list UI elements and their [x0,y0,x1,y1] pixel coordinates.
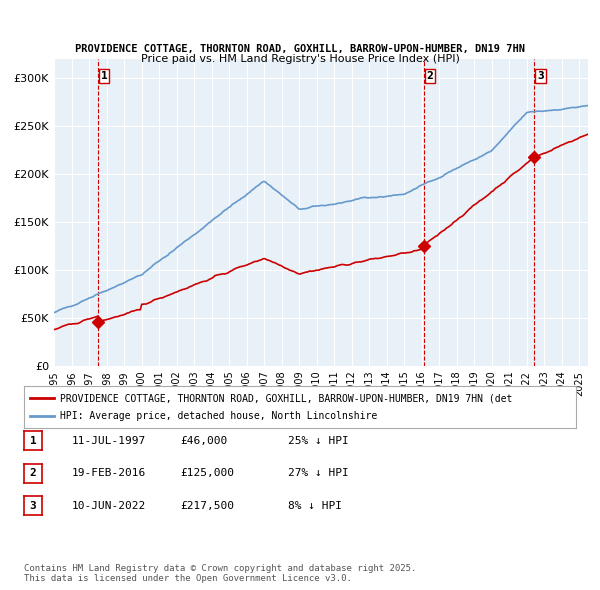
Text: 27% ↓ HPI: 27% ↓ HPI [288,468,349,478]
Text: 8% ↓ HPI: 8% ↓ HPI [288,501,342,510]
Text: HPI: Average price, detached house, North Lincolnshire: HPI: Average price, detached house, Nort… [60,411,377,421]
Text: 3: 3 [29,501,37,510]
Text: 25% ↓ HPI: 25% ↓ HPI [288,436,349,445]
Text: £46,000: £46,000 [180,436,227,445]
Text: 3: 3 [537,71,544,81]
Text: PROVIDENCE COTTAGE, THORNTON ROAD, GOXHILL, BARROW-UPON-HUMBER, DN19 7HN: PROVIDENCE COTTAGE, THORNTON ROAD, GOXHI… [75,44,525,54]
Text: 2: 2 [427,71,433,81]
Text: PROVIDENCE COTTAGE, THORNTON ROAD, GOXHILL, BARROW-UPON-HUMBER, DN19 7HN (det: PROVIDENCE COTTAGE, THORNTON ROAD, GOXHI… [60,393,512,403]
Text: Contains HM Land Registry data © Crown copyright and database right 2025.
This d: Contains HM Land Registry data © Crown c… [24,563,416,583]
Text: Price paid vs. HM Land Registry's House Price Index (HPI): Price paid vs. HM Land Registry's House … [140,54,460,64]
Text: £217,500: £217,500 [180,501,234,510]
Text: 11-JUL-1997: 11-JUL-1997 [72,436,146,445]
Text: 10-JUN-2022: 10-JUN-2022 [72,501,146,510]
Text: 2: 2 [29,468,37,478]
Text: 1: 1 [29,436,37,445]
Text: £125,000: £125,000 [180,468,234,478]
Text: 19-FEB-2016: 19-FEB-2016 [72,468,146,478]
Text: 1: 1 [101,71,107,81]
